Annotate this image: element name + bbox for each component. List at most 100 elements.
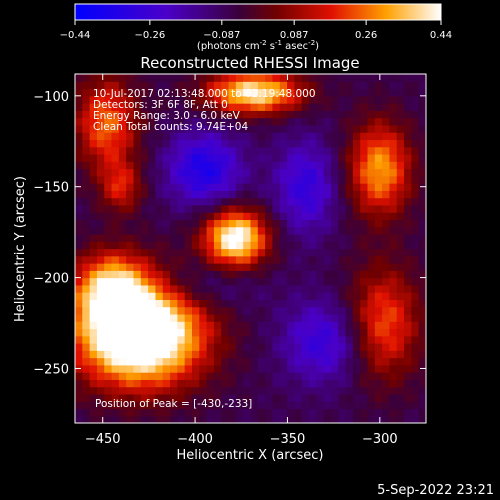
- heatmap-cell: [257, 74, 266, 82]
- heatmap-cell: [221, 415, 230, 423]
- heatmap-cell: [155, 321, 164, 330]
- heatmap-cell: [192, 88, 200, 97]
- heatmap-cell: [352, 146, 361, 155]
- heatmap-cell: [279, 386, 288, 395]
- heatmap-cell: [206, 415, 215, 423]
- heatmap-cell: [360, 335, 369, 344]
- heatmap-cell: [221, 183, 230, 191]
- heatmap-cell: [396, 364, 405, 373]
- heatmap-cell: [418, 350, 426, 359]
- heatmap-cell: [309, 306, 317, 315]
- heatmap-cell: [330, 175, 339, 184]
- heatmap-cell: [382, 408, 391, 417]
- heatmap-cell: [82, 81, 91, 90]
- heatmap-cell: [323, 190, 332, 199]
- heatmap-cell: [404, 357, 412, 366]
- heatmap-cell: [213, 139, 222, 148]
- heatmap-cell: [111, 386, 120, 395]
- heatmap-cell: [199, 183, 208, 191]
- heatmap-cell: [96, 183, 105, 191]
- heatmap-cell: [148, 110, 157, 119]
- heatmap-cell: [192, 277, 200, 286]
- heatmap-cell: [243, 103, 252, 111]
- heatmap-cell: [352, 386, 361, 395]
- heatmap-cell: [155, 364, 164, 373]
- heatmap-cell: [75, 233, 83, 242]
- heatmap-cell: [367, 117, 376, 126]
- heatmap-cell: [206, 190, 215, 199]
- heatmap-cell: [104, 161, 113, 170]
- heatmap-cell: [330, 263, 339, 271]
- heatmap-cell: [155, 153, 164, 162]
- heatmap-cell: [140, 343, 149, 351]
- heatmap-cell: [89, 117, 98, 126]
- heatmap-cell: [235, 321, 244, 330]
- heatmap-cell: [404, 88, 412, 97]
- heatmap-cell: [228, 124, 237, 133]
- heatmap-cell: [118, 110, 127, 119]
- heatmap-cell: [118, 328, 127, 337]
- heatmap-cell: [360, 74, 369, 82]
- heatmap-cell: [82, 415, 91, 423]
- heatmap-cell: [287, 393, 295, 402]
- heatmap-cell: [265, 263, 274, 271]
- heatmap-cell: [199, 357, 208, 366]
- heatmap-cell: [265, 132, 274, 141]
- heatmap-cell: [272, 139, 281, 148]
- heatmap-cell: [265, 299, 274, 308]
- heatmap-cell: [250, 168, 259, 177]
- heatmap-cell: [279, 263, 288, 271]
- heatmap-cell: [104, 233, 113, 242]
- heatmap-cell: [118, 139, 127, 148]
- heatmap-cell: [89, 415, 98, 423]
- heatmap-cell: [235, 306, 244, 315]
- heatmap-cell: [89, 263, 98, 271]
- heatmap-cell: [330, 226, 339, 235]
- heatmap-cell: [309, 408, 317, 417]
- heatmap-cell: [148, 74, 157, 82]
- heatmap-cell: [316, 270, 325, 279]
- heatmap-cell: [404, 306, 412, 315]
- heatmap-cell: [192, 117, 200, 126]
- heatmap-cell: [309, 357, 317, 366]
- heatmap-cell: [396, 277, 405, 286]
- heatmap-cell: [396, 153, 405, 162]
- heatmap-cell: [192, 321, 200, 330]
- heatmap-cell: [352, 292, 361, 300]
- heatmap-cell: [155, 81, 164, 90]
- heatmap-cell: [155, 175, 164, 184]
- heatmap-cell: [279, 277, 288, 286]
- heatmap-cell: [367, 292, 376, 300]
- heatmap-cell: [279, 139, 288, 148]
- heatmap-cell: [104, 117, 113, 126]
- heatmap-cell: [287, 401, 295, 410]
- heatmap-cell: [330, 357, 339, 366]
- heatmap-cell: [272, 386, 281, 395]
- heatmap-cell: [228, 335, 237, 344]
- heatmap-cell: [221, 379, 230, 388]
- heatmap-cell: [206, 263, 215, 271]
- heatmap-cell: [323, 321, 332, 330]
- heatmap-cell: [243, 284, 252, 293]
- heatmap-cell: [272, 132, 281, 141]
- heatmap-cell: [374, 124, 383, 133]
- heatmap-cell: [294, 233, 303, 242]
- heatmap-cell: [294, 321, 303, 330]
- heatmap-cell: [418, 393, 426, 402]
- heatmap-cell: [111, 233, 120, 242]
- heatmap-cell: [418, 241, 426, 250]
- heatmap-cell: [75, 124, 83, 133]
- heatmap-cell: [294, 95, 303, 104]
- heatmap-cell: [411, 103, 420, 111]
- heatmap-cell: [199, 139, 208, 148]
- heatmap-cell: [213, 146, 222, 155]
- heatmap-cell: [345, 401, 354, 410]
- heatmap-cell: [330, 343, 339, 351]
- heatmap-cell: [382, 226, 391, 235]
- heatmap-cell: [221, 168, 230, 177]
- heatmap-cell: [389, 335, 398, 344]
- heatmap-cell: [301, 313, 310, 322]
- heatmap-cell: [404, 139, 412, 148]
- heatmap-cell: [111, 284, 120, 293]
- heatmap-cell: [75, 110, 83, 119]
